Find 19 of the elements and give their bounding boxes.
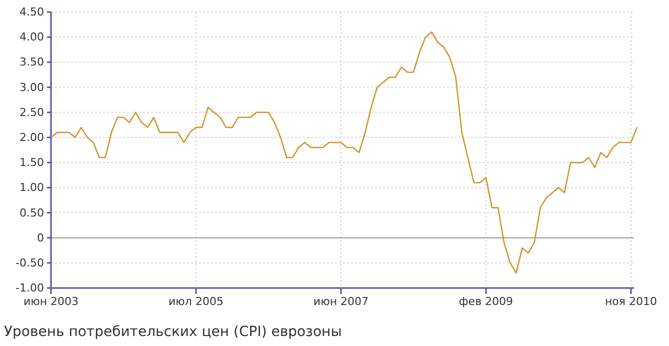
y-tick-label: -1.00 — [16, 282, 44, 295]
x-tick-label: июл 2005 — [168, 294, 224, 308]
x-tick-label: фев 2009 — [458, 294, 514, 308]
y-tick-label: 3.00 — [20, 80, 44, 94]
y-tick-label: 1.50 — [20, 156, 44, 170]
y-tick-label: 0.50 — [20, 206, 44, 220]
x-tick-label: июн 2007 — [313, 294, 369, 308]
text: Уровень потребительских цен (CPI) еврозоны — [4, 324, 342, 340]
x-tick-label: июн 2003 — [23, 294, 79, 308]
y-tick-label: -0.50 — [16, 256, 44, 270]
x-tick-label: ноя 2010 — [604, 294, 657, 308]
y-tick-label: 2.50 — [20, 106, 44, 119]
line-series — [50, 31, 638, 274]
y-tick-label: 3.50 — [20, 56, 44, 69]
y-tick-label: 0 — [37, 231, 44, 244]
y-tick-label: 1.00 — [20, 181, 44, 194]
y-tick-label: 4.00 — [20, 30, 44, 44]
y-tick-label: 2.00 — [20, 130, 44, 144]
y-tick-label: 4.50 — [20, 6, 44, 19]
